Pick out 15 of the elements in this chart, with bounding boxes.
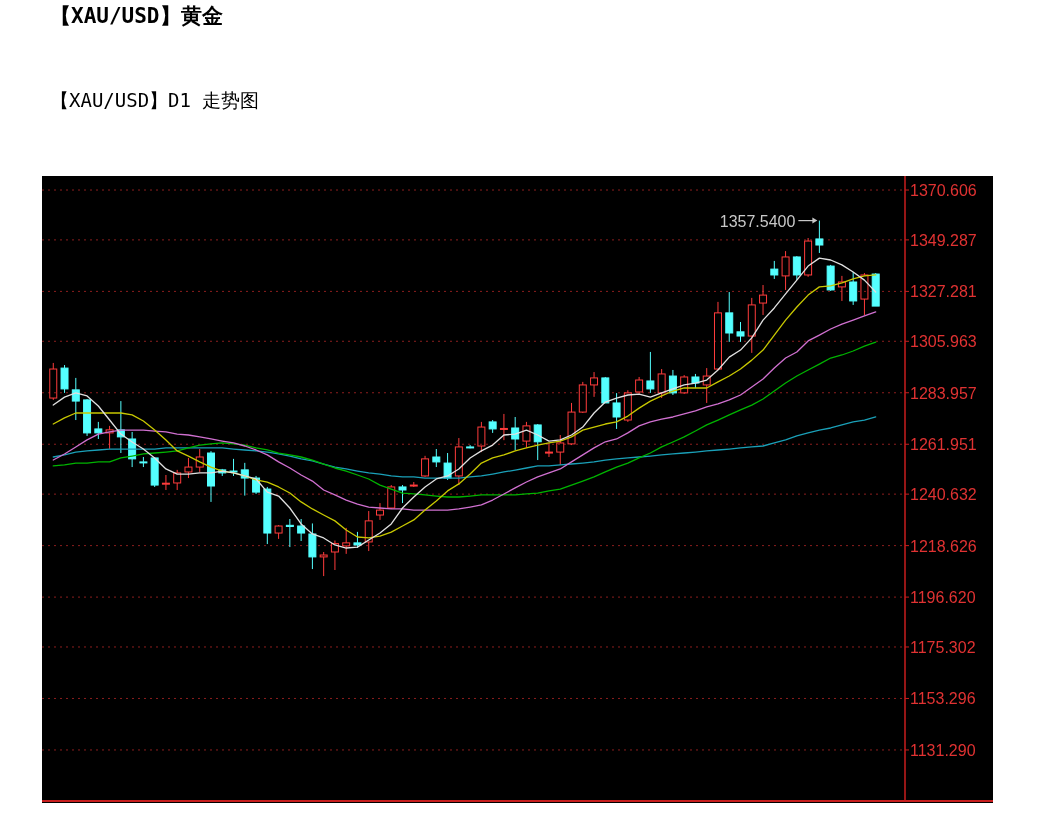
- ytick-label: 1196.620: [910, 589, 976, 607]
- ytick-label: 1305.963: [910, 333, 977, 351]
- ytick-label: 1131.290: [910, 741, 976, 759]
- ytick-label: 1153.296: [910, 690, 976, 708]
- annotation: 1357.5400: [719, 212, 796, 230]
- ytick-label: 1175.302: [910, 639, 976, 656]
- ytick-label: 1240.632: [910, 486, 977, 504]
- ytick-label: 1283.957: [910, 384, 977, 402]
- ytick-label: 1349.287: [910, 231, 977, 249]
- title: 【XAU/USD】黄金: [50, 3, 223, 30]
- ytick-label: 1370.606: [910, 182, 977, 199]
- subtitle: 【XAU/USD】D1 走势图: [50, 88, 260, 113]
- ytick-label: 1218.626: [910, 537, 977, 555]
- ytick-label: 1261.951: [910, 436, 977, 454]
- ytick-label: 1327.281: [910, 283, 977, 301]
